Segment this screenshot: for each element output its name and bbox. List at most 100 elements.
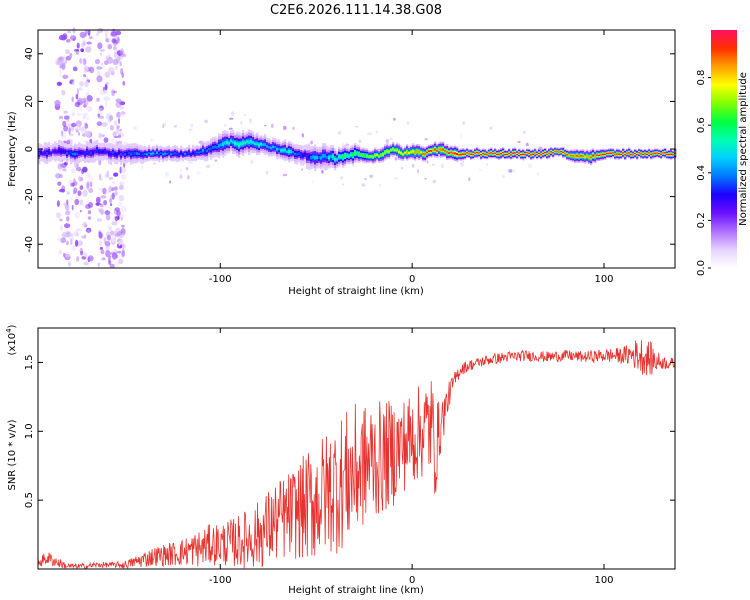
scatter-speckle-67 [224,123,227,128]
scatter-speckle-31 [411,163,415,168]
ridge-cell [490,152,493,154]
ridge-cell [556,151,559,153]
noise-speckle-0-196 [61,89,66,96]
noise-speckle-0-151 [82,40,86,46]
noise-speckle-1-27 [116,126,119,134]
scatter-speckle-110 [188,160,193,165]
noise-speckle-1-46 [104,29,109,36]
ridge-cell [88,151,91,155]
noise-speckle-1-143 [105,33,108,41]
ridge-cell [564,152,567,154]
ridge-cell [446,151,449,154]
spectrogram-x-axis-label: Height of straight line (km) [288,286,424,297]
ridge-cell [512,152,515,154]
ridge-cell [74,152,77,156]
ridge-cell [442,148,445,151]
ridge-cell [470,153,473,156]
noise-speckle-0-138 [61,168,67,172]
noise-speckle-1-167 [103,96,111,101]
noise-speckle-0-226 [59,173,63,179]
ridge-cell [488,152,491,154]
noise-speckle-0-184 [70,182,75,187]
noise-speckle-0-22 [79,58,83,64]
noise-speckle-1-70 [111,90,118,94]
noise-speckle-0-70 [81,235,86,239]
ridge-cell [492,153,495,155]
ridge-cell [314,155,317,160]
noise-speckle-0-49 [62,74,69,80]
ridge-cell [242,141,245,145]
ridge-cell [668,153,671,156]
noise-speckle-1-121 [114,207,121,212]
ridge-cell [584,156,587,158]
ridge-cell [634,152,637,155]
ridge-cell [226,140,229,144]
ridge-cell [222,142,225,146]
snr-background [38,328,675,569]
ridge-cell [590,156,593,159]
noise-speckle-1-189 [112,131,117,136]
ridge-cell [606,152,609,155]
noise-speckle-0-229 [79,185,84,191]
noise-speckle-1-67 [96,97,100,102]
snr-scale-exponent: 4 [5,328,13,333]
noise-speckle-1-213 [115,40,118,45]
ridge-cell [520,154,523,156]
noise-speckle-1-18 [118,117,120,124]
noise-speckle-0-218 [88,201,94,208]
noise-speckle-0-193 [55,173,61,179]
ridge-cell [452,152,455,155]
scatter-speckle-109 [162,122,167,127]
noise-speckle-0-118 [64,228,69,234]
noise-speckle-0-34 [74,101,81,108]
ridge-cell [616,153,619,155]
noise-speckle-1-10 [107,44,113,50]
snr-x-ticks: -100 0 100 [209,328,614,586]
noise-speckle-0-71 [66,140,71,145]
scatter-speckle-118 [339,176,344,180]
noise-speckle-1-190 [119,180,126,186]
y-tick-label: -40 [24,236,35,252]
noise-speckle-0-139 [85,76,88,81]
ridge-cell [666,154,669,156]
ridge-cell [390,149,393,151]
scatter-speckle-51 [486,163,489,166]
noise-speckle-1-5 [123,162,126,168]
ridge-cell [160,151,163,154]
noise-speckle-0-223 [61,62,66,70]
ridge-cell [274,145,277,149]
ridge-cell [534,152,537,154]
scatter-speckle-42 [358,139,362,144]
ridge-cell [136,152,139,155]
ridge-cell [552,152,555,154]
noise-speckle-0-207 [56,200,60,208]
noise-speckle-1-125 [112,181,115,185]
noise-speckle-1-123 [111,252,118,260]
ridge-cell [444,150,447,152]
ridge-cell [654,152,657,154]
noise-speckle-0-133 [59,218,63,222]
noise-speckle-1-8 [98,132,102,139]
ridge-cell [604,153,607,156]
noise-speckle-1-64 [103,200,108,206]
ridge-cell [362,154,365,157]
ridge-cell [618,153,621,155]
scatter-speckle-83 [301,133,304,138]
ridge-cell [432,149,435,152]
ridge-cell [558,151,561,153]
ridge-cell [98,150,101,153]
noise-speckle-0-2 [83,74,87,78]
ridge-cell [402,153,405,156]
noise-speckle-1-205 [113,120,118,126]
ridge-cell [336,158,339,161]
noise-speckle-1-151 [97,42,103,50]
scatter-speckle-47 [124,141,126,146]
noise-speckle-0-148 [56,238,63,241]
noise-speckle-1-129 [114,261,120,267]
scatter-speckle-100 [249,120,253,124]
ridge-cell [152,152,155,155]
noise-speckle-0-127 [80,58,85,66]
ridge-cell [450,151,453,154]
ridge-cell [164,152,167,155]
ridge-cell [540,154,543,156]
